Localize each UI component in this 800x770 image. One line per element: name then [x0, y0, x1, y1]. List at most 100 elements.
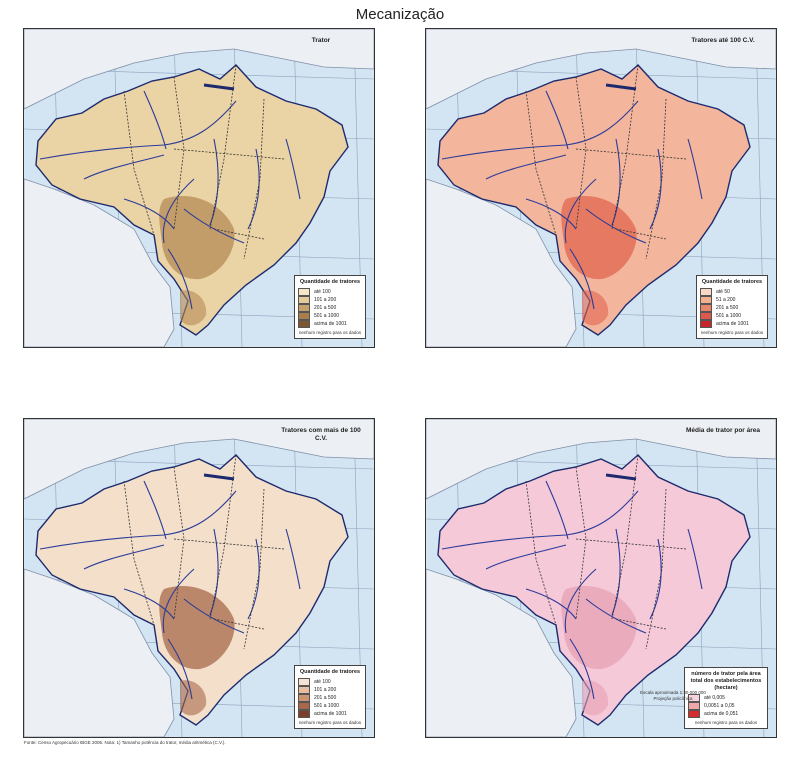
river: [167, 248, 193, 310]
map-title: Trator: [311, 37, 331, 44]
river: [525, 198, 577, 230]
state-border: [173, 538, 285, 550]
legend-item: acima de 1001: [298, 319, 362, 328]
river: [285, 138, 301, 200]
source-note: Fonte: Censo Agropecuário IBGE 2006. Not…: [24, 740, 226, 745]
legend-label: 501 a 1000: [314, 312, 340, 319]
river: [39, 490, 237, 550]
river: [209, 138, 219, 226]
state-border: [575, 538, 687, 550]
legend-swatch: [298, 287, 310, 296]
state-border: [123, 480, 155, 626]
map-legend: Quantidade de tratores até 100 101 a 200 2…: [294, 664, 366, 729]
river: [611, 138, 621, 226]
concentration-area: [561, 585, 637, 670]
state-border: [525, 480, 557, 626]
legend-item: 201 a 500: [298, 693, 362, 702]
river: [39, 100, 237, 160]
river: [441, 490, 639, 550]
river: [143, 90, 167, 150]
river: [585, 598, 647, 634]
river: [545, 90, 569, 150]
legend-swatch: [298, 701, 310, 710]
legend-item: até 100: [298, 677, 362, 686]
legend-label: 501 a 1000: [716, 312, 742, 319]
state-border: [611, 64, 639, 230]
legend-label: até 0,005: [704, 694, 725, 701]
brazil-map: [426, 419, 776, 737]
map-title: Tratores com mais de 100 C.V.: [281, 427, 361, 443]
state-border: [173, 148, 285, 160]
legend-swatch: [700, 303, 712, 312]
legend-swatch: [298, 709, 310, 718]
legend-swatch: [700, 319, 712, 328]
legend-swatch: [688, 709, 700, 718]
legend-title: Quantidade de tratores: [299, 278, 361, 285]
map-legend: número de trator pela área total dos est…: [684, 666, 768, 729]
state-border: [213, 618, 265, 630]
legend-swatch: [700, 311, 712, 320]
state-border: [209, 64, 237, 230]
map-panel-tratores-ate-100cv: Tratores até 100 C.V. Quantidade de trat…: [425, 28, 777, 348]
river: [545, 480, 569, 540]
legend-swatch: [298, 303, 310, 312]
map-panel-media-trator-area: Média de trator por área número de trato…: [425, 418, 777, 738]
map-panel-tratores-mais-100cv: Tratores com mais de 100 C.V. Quantidade…: [23, 418, 375, 738]
state-border: [615, 228, 667, 240]
state-border: [645, 98, 667, 260]
legend-title: Quantidade de tratores: [701, 278, 763, 285]
river: [485, 154, 567, 180]
legend-swatch: [700, 295, 712, 304]
legend-item: acima de 1001: [298, 709, 362, 718]
legend-title: número de trator pela área total dos est…: [690, 670, 762, 691]
legend-item: 501 a 1000: [298, 311, 362, 320]
legend-label: acima de 0,051: [704, 710, 739, 717]
legend-item: 0,0051 a 0,05: [688, 701, 764, 710]
legend-swatch: [298, 685, 310, 694]
state-border: [611, 454, 639, 620]
legend-title: Quantidade de tratores: [299, 668, 361, 675]
state-border: [243, 488, 265, 650]
river: [564, 178, 597, 244]
brazil-map: [24, 29, 374, 347]
map-legend: Quantidade de tratores até 50 51 a 200 201…: [696, 274, 768, 339]
river: [183, 598, 245, 634]
state-border: [123, 90, 155, 236]
legend-label: até 50: [716, 288, 730, 295]
map-title: Tratores até 100 C.V.: [691, 37, 755, 44]
river: [83, 154, 165, 180]
legend-label: 0,0051 a 0,05: [704, 702, 735, 709]
legend-item: até 100: [298, 287, 362, 296]
legend-note: nenhum registro para os dados: [694, 719, 758, 725]
map-panel-trator: Trator Quantidade de tratores até 100 101…: [23, 28, 375, 348]
legend-note: nenhum registro para os dados: [700, 329, 764, 335]
state-border: [525, 90, 557, 236]
legend-note: nenhum registro para os dados: [298, 329, 362, 335]
river: [485, 544, 567, 570]
legend-item: 101 a 200: [298, 295, 362, 304]
state-border: [645, 488, 667, 650]
river: [285, 528, 301, 590]
state-border: [243, 98, 265, 260]
state-border: [575, 148, 687, 160]
river: [687, 138, 703, 200]
legend-label: 101 a 200: [314, 296, 337, 303]
legend-item: acima de 1001: [700, 319, 764, 328]
legend-item: até 50: [700, 287, 764, 296]
legend-label: acima de 1001: [716, 320, 749, 327]
page-title: Mecanização: [355, 6, 445, 23]
river: [183, 208, 245, 244]
state-border: [209, 454, 237, 620]
river: [209, 528, 219, 616]
river: [564, 568, 597, 634]
legend-swatch: [298, 311, 310, 320]
legend-label: até 100: [314, 678, 331, 685]
scale-projection-note: Escala aproximada 1:30 000 000 Projeção …: [640, 690, 706, 701]
legend-swatch: [298, 295, 310, 304]
state-border: [615, 618, 667, 630]
state-border: [173, 76, 185, 230]
river: [585, 208, 647, 244]
legend-item: 201 a 500: [298, 303, 362, 312]
concentration-area: [159, 195, 235, 280]
legend-item: 101 a 200: [298, 685, 362, 694]
